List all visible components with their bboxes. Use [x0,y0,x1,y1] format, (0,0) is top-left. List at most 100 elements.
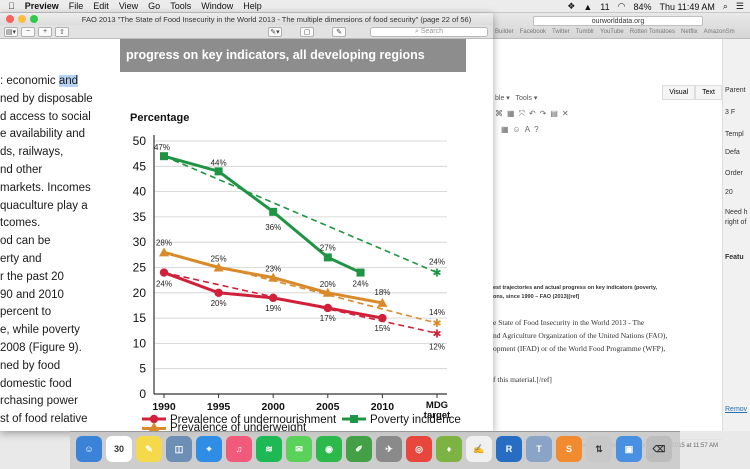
sidebar-parent-select[interactable]: 3 F [725,109,736,116]
body-text-line: od can be [0,235,51,248]
search-field[interactable]: ⌕ Search [370,26,488,37]
tools-menu[interactable]: Tools ▾ [515,95,538,102]
x-tick-label: 1995 [207,401,231,413]
menu-go[interactable]: Go [141,1,160,11]
window-title: FAO 2013 "The State of Food Insecurity i… [81,14,472,24]
dock: ☺ 30 ✎ ◫ ⌖ ♫ ≋ ✉ ◉ ✐ ✈ ◎ ♦ ✍ R T S ⇅ ▣ ⌫ [70,431,680,469]
messages-icon[interactable]: ✉ [286,436,312,462]
target-label: 12% [429,342,445,351]
bookmark-item[interactable]: Builder [495,29,514,35]
body-line: e State of Food Insecurity in the World … [493,318,645,327]
safari-icon[interactable]: ⌖ [196,436,222,462]
annotate-button[interactable]: ✎ [332,26,346,37]
close-button[interactable] [6,15,14,23]
menu-tools[interactable]: Tools [163,1,191,11]
data-label: 24% [156,280,172,289]
menu-window[interactable]: Window [194,1,233,11]
transmit-icon[interactable]: ⇅ [586,436,612,462]
trash-icon[interactable]: ⌫ [646,436,672,462]
data-point [377,297,388,307]
data-label: 25% [211,255,227,264]
launchpad-icon[interactable]: ✈ [376,436,402,462]
body-line: opment (IFAD) or of the World Food Progr… [493,344,666,353]
notifications-count[interactable]: 11 [600,1,610,12]
preview-icon[interactable]: ◫ [166,436,192,462]
spotlight-icon[interactable]: ⌕ [722,1,728,11]
y-tick-label: 20 [133,286,147,300]
tab-visual[interactable]: Visual [662,85,696,100]
sidebar-parent: Parent [725,87,746,94]
minimize-button[interactable] [18,15,26,23]
zoom-in-button[interactable]: + [38,26,52,37]
body-text-line: n an increasing [0,429,105,432]
notes-icon[interactable]: ✎ [136,436,162,462]
chrome-icon[interactable]: ◎ [406,436,432,462]
body-text-line: ned by disposable [0,92,93,105]
bookmark-item[interactable]: Netflix [681,29,698,35]
menu-app-name[interactable]: Preview [18,1,59,11]
menu-edit[interactable]: Edit [86,1,109,11]
notification-center-icon[interactable]: ☰ [735,1,744,11]
search-placeholder: Search [420,28,444,35]
data-point [269,207,278,216]
bookmark-item[interactable]: Facebook [519,29,547,35]
x-tick-label: MDG [426,400,448,411]
tab-text[interactable]: Text [695,85,722,100]
dropbox-icon[interactable]: ❖ [567,1,576,11]
format-buttons-row2[interactable]: ▦☺A? [501,125,543,134]
sidebar-remove-link[interactable]: Remov [725,406,748,413]
android-icon[interactable]: ♦ [436,436,462,462]
facetime-icon[interactable]: ◉ [316,436,342,462]
finder-icon[interactable]: ☺ [76,436,102,462]
address-bar[interactable]: ourworlddata.org [533,16,703,26]
body-text-line: 2008 (Figure 9). [0,341,82,354]
apple-icon[interactable]:  [8,1,15,11]
table-menu[interactable]: ble ▾ [495,95,510,102]
bookmark-item[interactable]: Rotten Tomatoes [629,29,675,35]
battery-level[interactable]: 84% [633,1,652,12]
body-line: f this material.[/ref] [493,375,552,384]
x-tick-label: 2000 [262,401,286,413]
editor-content[interactable]: est trajectories and actual progress on … [493,284,722,386]
selected-text[interactable]: and [58,75,78,87]
bookmark-item[interactable]: Tumblr [575,29,595,35]
body-text-line: quaculture play a [0,199,88,212]
spotify-icon[interactable]: ≋ [256,436,282,462]
zoom-button[interactable] [30,15,38,23]
folder-icon[interactable]: ▣ [616,436,642,462]
itunes-icon[interactable]: ♫ [226,436,252,462]
zoom-out-button[interactable]: − [21,26,35,37]
y-tick-label: 45 [133,159,147,173]
menu-file[interactable]: File [62,1,84,11]
evernote-icon[interactable]: ✐ [346,436,372,462]
bookmark-item[interactable]: Twitter [552,29,570,35]
format-buttons[interactable]: ⌘▦⤧↶↷▤✕ [495,109,573,118]
data-point [378,313,387,323]
tex-icon[interactable]: T [526,436,552,462]
trajectory-line [163,155,438,274]
bookmark-item[interactable]: AmazonSm [703,29,735,35]
share-button[interactable]: ⇧ [55,26,69,37]
textedit-icon[interactable]: ✍ [466,436,492,462]
data-label: 18% [374,288,390,297]
sidebar-template-select[interactable]: Defa [725,149,740,156]
adobe-icon[interactable]: ▲ [583,1,593,12]
data-point [356,268,365,277]
markup-button[interactable]: ✎▾ [268,26,282,37]
menu-help[interactable]: Help [236,1,262,11]
rotate-button[interactable]: ▢ [300,26,314,37]
sidebar-order-input[interactable]: 20 [725,189,733,196]
calendar-icon[interactable]: 30 [106,436,132,462]
wifi-icon[interactable]: ◠ [617,1,626,11]
wp-sidebar: Parent 3 F Templ Defa Order 20 Need h ri… [722,39,750,431]
legend-marker [149,421,159,431]
data-label: 44% [211,158,227,167]
menu-view[interactable]: View [112,1,138,11]
r-icon[interactable]: R [496,436,522,462]
sidebar-toggle-button[interactable]: ▤▾ [4,26,18,37]
search-icon: ⌕ [414,27,421,35]
pdf-page[interactable]: progress on key indicators, all developi… [0,39,493,431]
bookmark-item[interactable]: YouTube [600,29,624,35]
sublime-icon[interactable]: S [556,436,582,462]
clock[interactable]: Thu 11:49 AM [659,1,715,12]
